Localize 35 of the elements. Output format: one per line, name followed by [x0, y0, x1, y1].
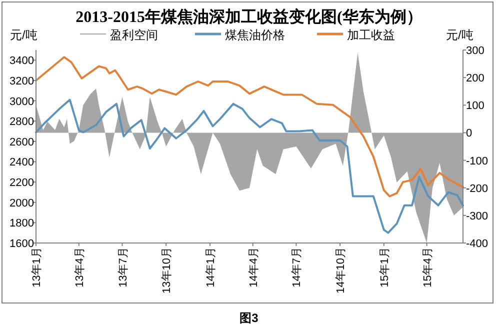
x-tick-label: 15年1月 — [378, 247, 391, 288]
y2-axis-title: 元/吨 — [446, 28, 474, 42]
x-tick-label: 15年4月 — [422, 247, 434, 288]
y2-tick-label: -400 — [466, 238, 488, 250]
y-axis-title: 元/吨 — [10, 28, 38, 42]
x-tick-label: 14年7月 — [291, 247, 304, 288]
x-tick-label: 14年10月 — [335, 247, 348, 294]
x-tick-label: 13年10月 — [161, 247, 174, 294]
y-tick-label: 3200 — [10, 75, 34, 88]
x-tick-label: 14年1月 — [204, 247, 217, 288]
y-tick-label: 3400 — [10, 55, 34, 68]
legend-label: 盈利空间 — [110, 28, 158, 42]
y2-tick-label: 100 — [466, 100, 484, 112]
y2-tick-label: 0 — [466, 128, 472, 140]
y2-tick-label: 300 — [466, 45, 484, 57]
y2-tick-label: -200 — [466, 182, 488, 195]
y-tick-label: 1600 — [10, 238, 34, 250]
y-tick-label: 1800 — [10, 218, 34, 230]
x-tick-label: 13年4月 — [74, 247, 86, 288]
y2-tick-label: -100 — [466, 155, 488, 168]
x-tick-label: 13年1月 — [31, 247, 43, 288]
legend-label: 加工收益 — [347, 28, 395, 42]
legend-label: 煤焦油价格 — [225, 28, 285, 42]
y2-tick-label: -300 — [466, 210, 488, 222]
y-tick-label: 2800 — [10, 116, 34, 128]
y-tick-label: 2600 — [10, 136, 34, 148]
y-tick-label: 2000 — [10, 197, 34, 210]
y-tick-label: 2200 — [10, 177, 34, 190]
caption: 图3 — [240, 311, 259, 325]
y2-tick-label: 200 — [466, 72, 484, 85]
y-tick-label: 3000 — [10, 96, 34, 108]
y-tick-label: 2400 — [10, 156, 34, 169]
chart-title: 2013-2015年煤焦油深加工收益变化图(华东为例） — [76, 8, 422, 26]
x-tick-label: 13年7月 — [117, 247, 130, 288]
x-tick-label: 14年4月 — [248, 247, 260, 288]
